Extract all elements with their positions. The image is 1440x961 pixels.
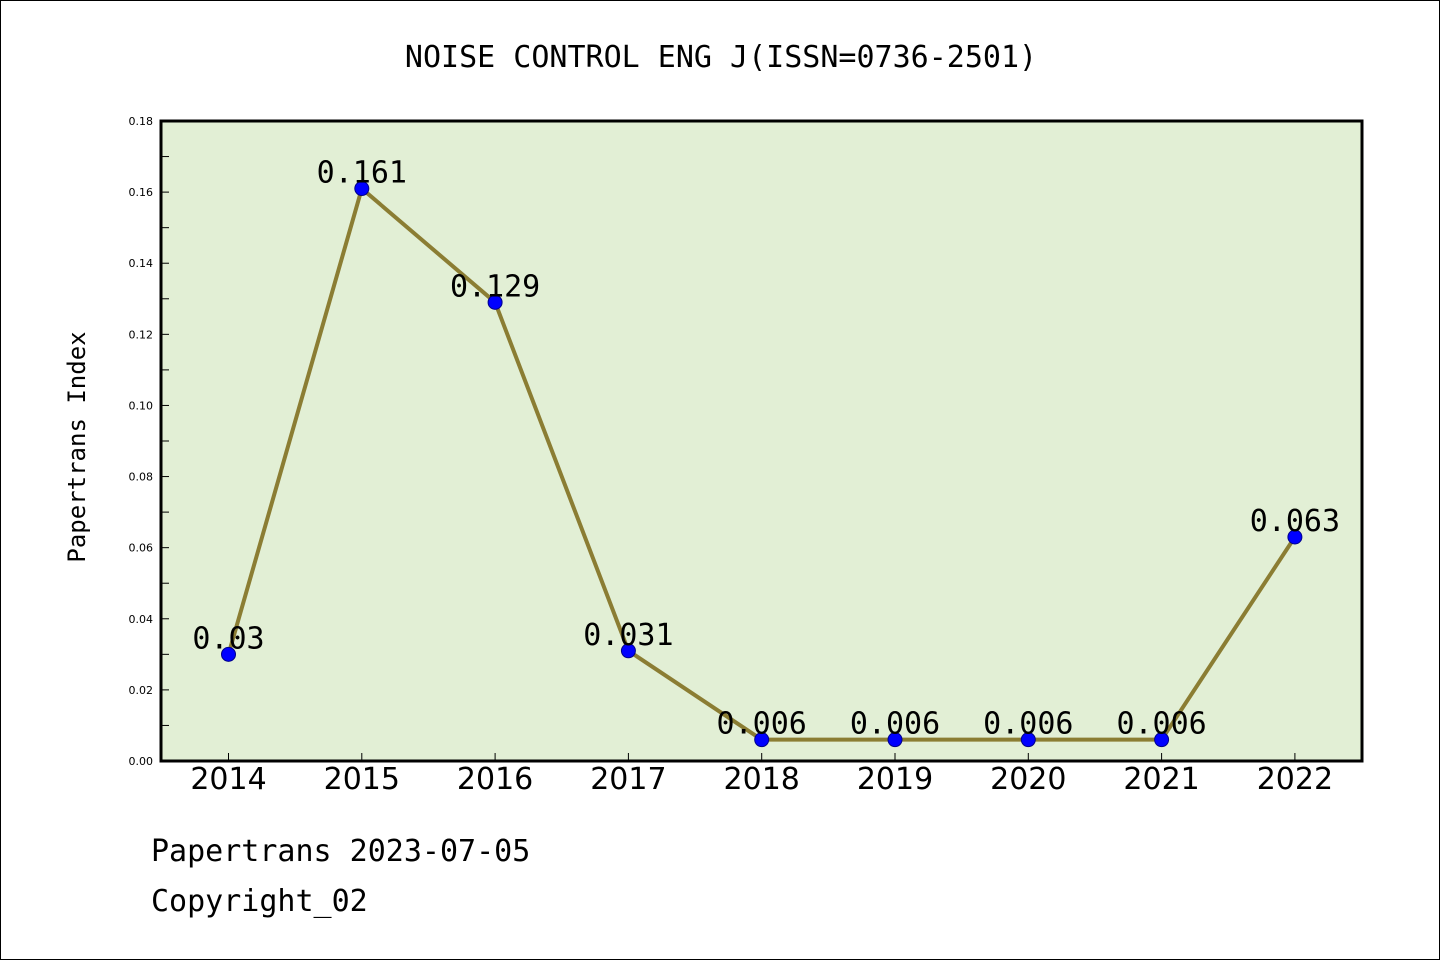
data-label: 0.03 [192,621,264,656]
y-tick-label: 0.12 [129,328,154,341]
footer-copyright: Copyright_02 [151,884,368,919]
data-label: 0.006 [983,707,1073,742]
data-labels: 0.03 0.161 0.129 0.031 0.006 0.006 0.006 0.006 0… [192,156,1340,742]
x-tick-label: 2017 [590,762,666,797]
x-tick-label: 2021 [1123,762,1199,797]
data-point [1287,529,1303,545]
y-tick-label: 0.14 [129,257,154,270]
data-point [1020,732,1036,748]
x-tick-label: 2022 [1257,762,1333,797]
footer-date: Papertrans 2023-07-05 [151,834,531,869]
y-axis: 0.00 0.02 0.04 0.06 0.08 0.10 0.12 0.14 0.16 0.18 [129,115,169,768]
data-label: 0.063 [1250,504,1340,539]
y-tick-label: 0.16 [129,186,154,199]
x-axis: 2014 2015 2016 2017 2018 2019 2020 2021 2022 [190,753,1333,797]
y-tick-label: 0.10 [129,399,154,412]
data-label: 0.129 [450,269,540,304]
data-label: 0.161 [317,156,407,191]
x-tick-label: 2015 [324,762,400,797]
data-point [887,732,903,748]
data-point [1154,732,1170,748]
x-tick-label: 2016 [457,762,533,797]
y-tick-label: 0.00 [129,755,154,768]
data-point [620,643,636,659]
x-tick-label: 2018 [724,762,800,797]
data-label: 0.006 [717,707,807,742]
x-tick-label: 2019 [857,762,933,797]
x-tick-label: 2020 [990,762,1066,797]
data-label: 0.006 [1116,707,1206,742]
data-point [354,181,370,197]
data-series [221,181,1303,748]
data-label: 0.031 [583,618,673,653]
y-axis-label: Papertrans Index [63,331,91,562]
y-tick-label: 0.02 [129,684,154,697]
y-tick-label: 0.08 [129,471,154,484]
data-point [487,294,503,310]
data-label: 0.006 [850,707,940,742]
chart-title: NOISE CONTROL ENG J(ISSN=0736-2501) [405,40,1037,75]
x-tick-label: 2014 [190,762,266,797]
y-tick-label: 0.04 [129,613,154,626]
data-point [754,732,770,748]
y-tick-label: 0.06 [129,542,154,555]
y-tick-label: 0.18 [129,115,154,128]
data-point [221,646,236,662]
plot-area [159,119,1364,763]
